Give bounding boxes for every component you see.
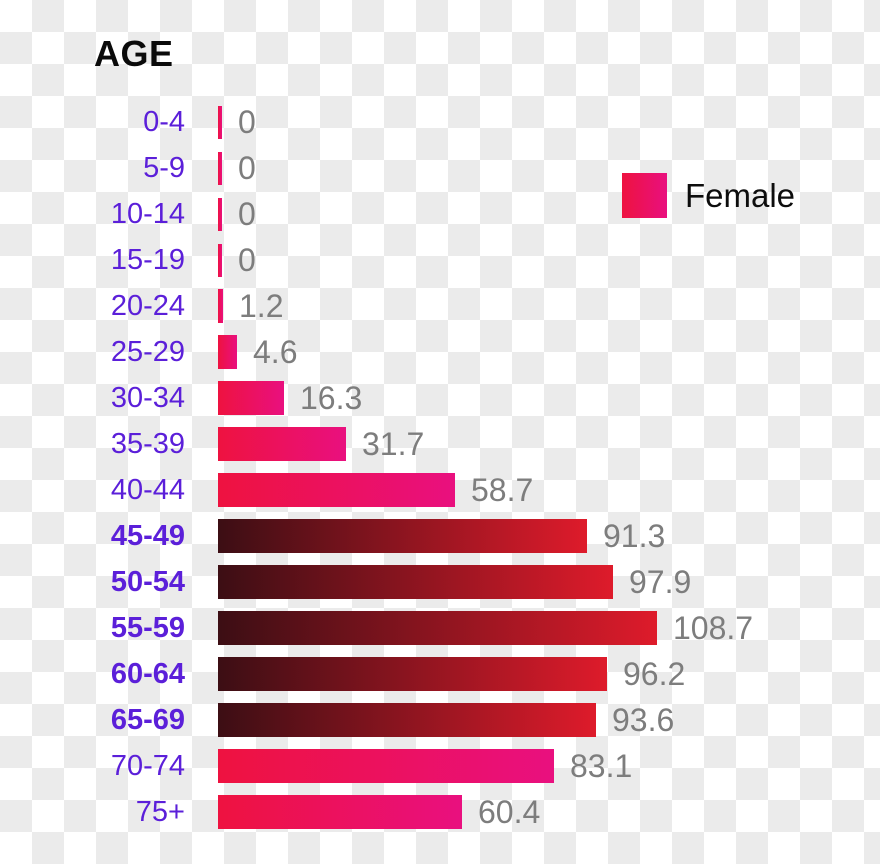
bar-area: 0 (218, 150, 256, 187)
legend-label-female: Female (685, 177, 796, 214)
bar-area: 0 (218, 196, 256, 233)
female-bar (218, 703, 596, 737)
chart-row: 40-44 58.7 (0, 467, 880, 513)
chart-row: 30-34 16.3 (0, 375, 880, 421)
bar-value-label: 60.4 (478, 793, 541, 830)
chart-row: 0-4 0 (0, 99, 880, 145)
female-bar (218, 197, 222, 231)
female-bar (218, 611, 657, 645)
bar-value-label: 4.6 (253, 333, 298, 370)
bar-area: 60.4 (218, 794, 540, 831)
chart-row: 45-49 91.3 (0, 513, 880, 559)
bar-value-label: 1.2 (239, 287, 284, 324)
bar-value-label: 58.7 (471, 471, 534, 508)
bar-area: 108.7 (218, 610, 753, 647)
chart-row: 15-19 0 (0, 237, 880, 283)
bar-area: 96.2 (218, 656, 685, 693)
age-group-label: 65-69 (110, 703, 185, 736)
legend-swatch-female (622, 173, 667, 218)
chart-row: 55-59 108.7 (0, 605, 880, 651)
bar-value-label: 96.2 (623, 655, 686, 692)
chart-row: 20-24 1.2 (0, 283, 880, 329)
age-group-label: 35-39 (110, 427, 185, 460)
bar-value-label: 108.7 (673, 609, 754, 646)
female-bar (218, 243, 222, 277)
chart-row: 35-39 31.7 (0, 421, 880, 467)
bar-value-label: 0 (238, 241, 256, 278)
age-group-label: 10-14 (110, 197, 185, 230)
chart-row: 10-14 0 (0, 191, 880, 237)
bar-area: 31.7 (218, 426, 424, 463)
bar-area: 97.9 (218, 564, 691, 601)
bar-area: 0 (218, 104, 256, 141)
bar-area: 93.6 (218, 702, 674, 739)
female-bar (218, 473, 455, 507)
chart-row: 70-74 83.1 (0, 743, 880, 789)
age-group-label: 45-49 (110, 519, 185, 552)
age-group-label: 55-59 (110, 611, 185, 644)
bar-value-label: 91.3 (603, 517, 666, 554)
bar-value-label: 0 (238, 149, 256, 186)
female-bar (218, 335, 237, 369)
female-bar (218, 657, 607, 691)
age-group-label: 50-54 (110, 565, 185, 598)
age-group-label: 40-44 (110, 473, 185, 506)
bar-value-label: 97.9 (629, 563, 692, 600)
bar-area: 83.1 (218, 748, 632, 785)
chart-title: AGE (94, 33, 174, 74)
female-bar (218, 381, 284, 415)
bar-area: 91.3 (218, 518, 665, 555)
female-bar (218, 519, 587, 553)
chart-row: 50-54 97.9 (0, 559, 880, 605)
bar-area: 16.3 (218, 380, 362, 417)
chart-row: 5-9 0 (0, 145, 880, 191)
chart-row: 60-64 96.2 (0, 651, 880, 697)
bar-area: 58.7 (218, 472, 533, 509)
age-group-label: 15-19 (110, 243, 185, 276)
age-group-label: 20-24 (110, 289, 185, 322)
legend: Female (622, 173, 795, 218)
age-group-label: 25-29 (110, 335, 185, 368)
bar-value-label: 93.6 (612, 701, 675, 738)
age-group-label: 0-4 (143, 105, 185, 138)
bar-value-label: 0 (238, 103, 256, 140)
age-group-label: 70-74 (110, 749, 185, 782)
bar-area: 0 (218, 242, 256, 279)
bar-area: 1.2 (218, 288, 283, 325)
age-group-label: 75+ (135, 795, 185, 828)
bar-value-label: 83.1 (570, 747, 633, 784)
bar-chart-rows: 0-4 0 5-9 0 10-14 0 15-19 0 20-24 1.2 (0, 99, 880, 835)
female-bar (218, 565, 613, 599)
bar-area: 4.6 (218, 334, 297, 371)
female-bar (218, 105, 222, 139)
bar-value-label: 16.3 (300, 379, 363, 416)
age-group-label: 30-34 (110, 381, 185, 414)
bar-value-label: 31.7 (362, 425, 425, 462)
age-group-label: 60-64 (110, 657, 185, 690)
bar-value-label: 0 (238, 195, 256, 232)
age-group-label: 5-9 (143, 151, 185, 184)
female-bar (218, 151, 222, 185)
female-bar (218, 289, 223, 323)
female-bar (218, 749, 554, 783)
female-bar (218, 427, 346, 461)
chart-row: 25-29 4.6 (0, 329, 880, 375)
chart-row: 75+ 60.4 (0, 789, 880, 835)
chart-row: 65-69 93.6 (0, 697, 880, 743)
female-bar (218, 795, 462, 829)
